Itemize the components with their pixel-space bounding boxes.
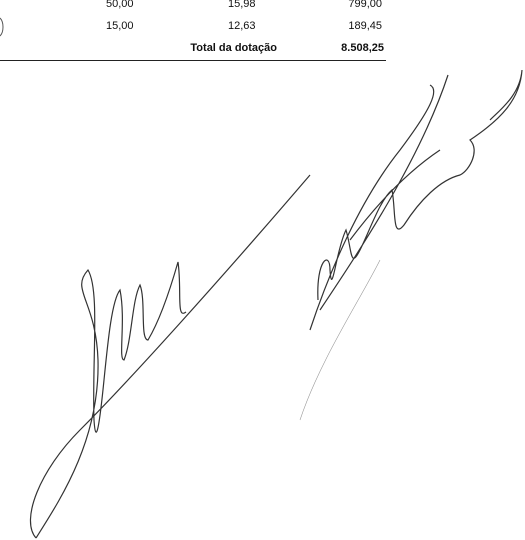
cell: 799,00 [348, 0, 382, 10]
signature-right [309, 69, 523, 331]
signature-left [29, 174, 311, 539]
total-label: Total da dotação [190, 42, 277, 54]
margin-mark [0, 17, 4, 37]
table-rule [0, 60, 386, 61]
cell: 12,63 [228, 20, 256, 32]
cell: 15,00 [106, 20, 134, 32]
pen-stroke [299, 259, 381, 421]
cell: 50,00 [106, 0, 134, 10]
cell: 15,98 [228, 0, 256, 10]
cell: 189,45 [348, 20, 382, 32]
total-value: 8.508,25 [341, 42, 384, 54]
